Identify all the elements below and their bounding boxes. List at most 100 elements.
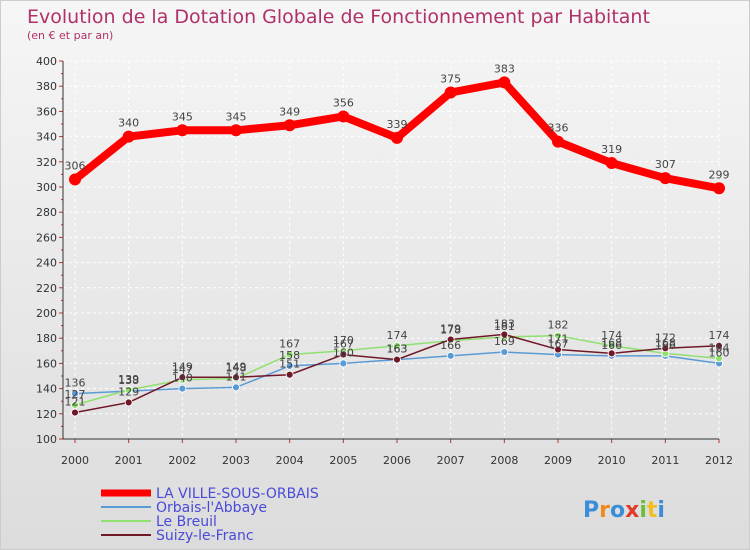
data-point (178, 373, 187, 382)
data-label: 336 (548, 122, 569, 135)
data-label: 349 (279, 105, 300, 118)
data-label: 183 (494, 317, 515, 330)
data-label: 356 (333, 96, 354, 109)
data-label: 181 (494, 320, 515, 333)
data-point (500, 348, 509, 356)
x-tick-label: 2002 (168, 454, 196, 467)
data-point (444, 86, 457, 99)
data-label: 151 (279, 358, 300, 371)
y-tick-label: 200 (36, 307, 57, 320)
data-point (554, 345, 562, 354)
data-label: 299 (709, 168, 730, 181)
data-label: 169 (494, 335, 515, 348)
chart-title: Evolution de la Dotation Globale de Fonc… (27, 6, 650, 28)
y-tick-label: 320 (36, 156, 57, 169)
x-tick-label: 2007 (437, 454, 465, 467)
data-label: 129 (118, 385, 139, 398)
x-tick-label: 2003 (222, 454, 250, 467)
data-point (71, 389, 79, 398)
data-point (232, 373, 240, 382)
axes: 100 120 140 160 180 200 220 240 260 280 300 320 340 3… (36, 55, 733, 467)
data-label: 164 (709, 341, 730, 354)
x-tick-label: 2005 (329, 454, 357, 467)
data-label: 307 (655, 158, 676, 171)
data-label: 166 (601, 339, 622, 352)
data-label: 140 (172, 372, 193, 385)
data-point (715, 354, 723, 363)
x-tick-label: 2012 (705, 454, 733, 467)
series (69, 76, 725, 417)
y-tick-label: 160 (36, 357, 57, 370)
data-label: 148 (226, 362, 247, 375)
data-point (607, 349, 616, 358)
data-label: 163 (387, 343, 408, 356)
data-point (713, 182, 725, 195)
data-point (446, 335, 455, 344)
y-tick-label: 340 (36, 131, 57, 144)
data-point (285, 370, 294, 379)
chart-subtitle: (en € et par an) (27, 29, 113, 42)
data-label: 149 (226, 360, 247, 373)
data-label: 174 (601, 329, 622, 342)
data-point (659, 172, 672, 185)
data-label: 170 (333, 334, 354, 347)
data-label: 141 (226, 370, 247, 383)
data-point (339, 350, 348, 359)
data-point (337, 110, 350, 123)
logo-letter: t (647, 498, 658, 523)
data-label: 166 (655, 339, 676, 352)
legend-entry: Orbais-l'Abbaye (156, 500, 267, 516)
x-tick-label: 2011 (651, 454, 679, 467)
data-label: 168 (655, 336, 676, 349)
data-point (69, 173, 81, 186)
x-tick-label: 2001 (115, 454, 143, 467)
data-label: 139 (118, 373, 139, 386)
data-point (285, 350, 294, 359)
data-point (391, 131, 403, 144)
data-point (715, 341, 723, 350)
data-label: 306 (65, 159, 86, 172)
data-point (393, 355, 401, 364)
x-tick-label: 2004 (276, 454, 304, 467)
data-label: 160 (333, 346, 354, 359)
data-label: 136 (65, 377, 86, 390)
data-point (230, 124, 242, 137)
data-point (122, 130, 135, 143)
x-tick-label: 2009 (544, 454, 572, 467)
legend-entry: LA VILLE-SOUS-ORBAIS (156, 486, 319, 502)
y-tick-label: 240 (36, 257, 57, 270)
logo-letter: i (639, 498, 647, 523)
y-tick-label: 380 (36, 80, 57, 93)
grid (63, 60, 720, 440)
data-point (605, 157, 618, 170)
data-point (446, 351, 455, 360)
data-point (607, 341, 616, 350)
data-point (71, 401, 79, 409)
logo-letter: o (610, 498, 625, 523)
x-tick-label: 2000 (61, 454, 89, 467)
data-label: 174 (709, 329, 730, 342)
y-tick-label: 360 (36, 105, 57, 118)
y-tick-label: 180 (36, 332, 57, 345)
data-label: 171 (548, 333, 569, 346)
data-point (498, 76, 511, 89)
data-label: 179 (440, 322, 461, 335)
logo-letter: P (583, 498, 599, 523)
data-label: 168 (601, 336, 622, 349)
data-label: 182 (548, 319, 569, 332)
data-label: 147 (172, 363, 193, 376)
data-label: 167 (548, 338, 569, 351)
logo-letter: r (599, 498, 610, 523)
data-point (554, 331, 562, 340)
data-label: 138 (118, 374, 139, 387)
data-point (71, 408, 79, 417)
data-point (339, 359, 348, 368)
y-tick-label: 280 (36, 206, 57, 219)
data-label: 160 (709, 346, 730, 359)
x-tick-label: 2006 (383, 454, 411, 467)
logo-letter: x (625, 498, 639, 523)
